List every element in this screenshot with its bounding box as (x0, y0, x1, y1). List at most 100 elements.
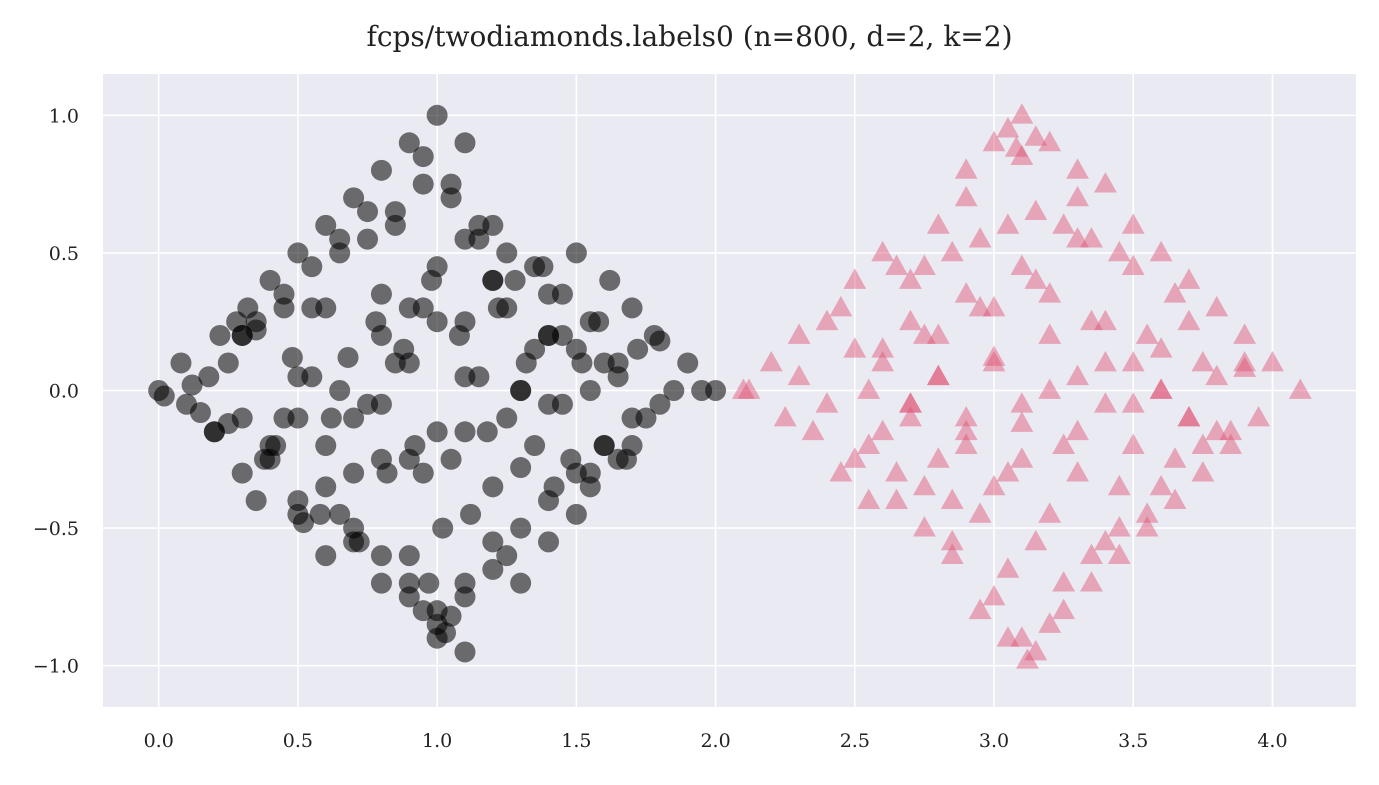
data-point (1107, 543, 1131, 565)
y-tick-label: −1.0 (33, 656, 79, 678)
data-point (231, 407, 253, 429)
data-point (885, 461, 908, 482)
data-point (1016, 648, 1039, 669)
data-point (398, 545, 420, 567)
data-point (1094, 350, 1117, 372)
data-point (1135, 502, 1159, 523)
y-tick-label: 0.5 (49, 243, 79, 265)
data-point (996, 117, 1020, 138)
data-point (926, 323, 950, 344)
data-point (343, 462, 365, 484)
data-point (315, 214, 337, 236)
data-point (454, 572, 476, 594)
data-point (259, 269, 281, 291)
data-point (871, 419, 895, 441)
data-point (913, 474, 936, 496)
data-point (1052, 433, 1076, 454)
data-point (1121, 392, 1145, 413)
data-point (370, 283, 392, 305)
data-point (759, 350, 783, 372)
data-point (357, 228, 379, 250)
data-point (1004, 136, 1028, 157)
data-point (287, 503, 309, 525)
data-point (649, 393, 671, 415)
data-point (954, 419, 978, 441)
data-point (1177, 406, 1201, 427)
data-point (621, 435, 643, 457)
data-point (329, 503, 351, 525)
series-0 (148, 104, 727, 663)
data-point (871, 240, 895, 262)
data-point (565, 503, 587, 525)
data-point (857, 378, 881, 399)
data-point (1149, 240, 1173, 262)
data-point (370, 159, 392, 181)
data-point (1080, 571, 1103, 592)
data-point (1052, 598, 1076, 620)
data-point (384, 201, 406, 223)
data-point (412, 297, 434, 319)
y-tick-label: 0.0 (49, 381, 79, 403)
data-point (454, 132, 476, 154)
data-point (460, 503, 482, 525)
x-tick-label: 2.0 (700, 730, 730, 752)
data-point (1066, 461, 1089, 482)
data-point (1010, 447, 1034, 468)
x-tick-label: 4.0 (1257, 730, 1287, 752)
data-point (773, 406, 797, 427)
data-point (315, 476, 337, 498)
data-point (412, 146, 434, 168)
data-point (843, 268, 867, 289)
data-point (1135, 323, 1159, 344)
data-point (551, 283, 573, 305)
data-point (482, 269, 504, 291)
data-point (440, 187, 462, 209)
data-point (273, 297, 295, 319)
x-tick-label: 0.0 (144, 730, 174, 752)
data-point (843, 447, 867, 468)
data-point (565, 242, 587, 264)
data-point (496, 407, 518, 429)
data-point (245, 490, 267, 512)
data-point (510, 517, 532, 539)
data-point (579, 311, 601, 333)
data-point (737, 378, 761, 399)
data-point (565, 338, 587, 360)
x-tick-label: 3.0 (979, 730, 1009, 752)
data-point (1024, 125, 1048, 146)
data-point (476, 421, 498, 443)
data-point (1107, 474, 1131, 496)
data-point (153, 385, 175, 407)
data-point (940, 543, 964, 565)
data-point (538, 531, 560, 553)
data-point (1149, 474, 1173, 496)
data-point (538, 490, 560, 512)
data-point (1066, 419, 1089, 441)
data-point (1024, 268, 1048, 289)
data-point (829, 295, 853, 317)
x-tick-label: 3.5 (1118, 730, 1148, 752)
data-point (926, 213, 950, 234)
data-point (1066, 185, 1089, 207)
data-point (829, 461, 853, 482)
data-point (496, 297, 518, 319)
data-point (343, 517, 365, 539)
data-point (203, 421, 225, 443)
data-point (245, 311, 267, 333)
data-point (1121, 350, 1145, 372)
data-point (510, 380, 532, 401)
data-point (1121, 254, 1145, 276)
data-point (1094, 529, 1117, 551)
data-points (148, 103, 1312, 669)
data-point (1205, 364, 1229, 386)
data-point (913, 516, 936, 537)
data-point (370, 324, 392, 346)
data-point (1010, 144, 1034, 165)
data-point (1288, 378, 1312, 399)
data-point (1094, 172, 1117, 193)
data-point (1205, 295, 1229, 317)
data-point (1024, 529, 1048, 551)
data-point (504, 269, 526, 291)
data-point (496, 242, 518, 264)
data-point (1010, 626, 1034, 647)
